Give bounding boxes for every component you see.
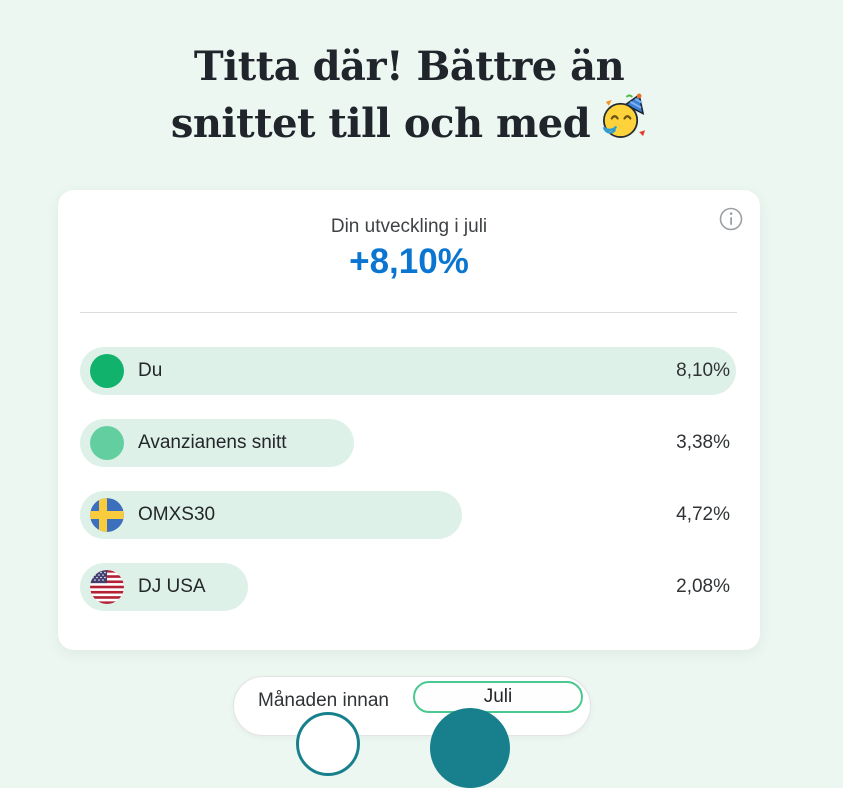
row-label: DJ USA: [138, 576, 206, 597]
row-value: 2,08%: [676, 576, 730, 597]
info-icon[interactable]: [718, 206, 744, 232]
decor-circle-filled: [430, 708, 510, 788]
performance-value: +8,10%: [349, 242, 469, 281]
decor-circle-outline: [296, 712, 360, 776]
row-value: 4,72%: [676, 504, 730, 525]
page-title-line2: snittet till och med: [170, 99, 591, 147]
row-label: Avanzianens snitt: [138, 432, 287, 453]
table-row: DJ USA 2,08%: [80, 563, 736, 611]
toggle-previous-month[interactable]: Månaden innan: [234, 684, 413, 718]
row-bar: [80, 419, 354, 467]
sweden-flag-icon: [90, 498, 124, 532]
table-row: OMXS30 4,72%: [80, 491, 736, 539]
month-toggle: Månaden innan Juli: [233, 676, 591, 736]
divider: [80, 312, 737, 313]
page-title-line1: Titta där! Bättre än: [193, 43, 625, 90]
row-value: 3,38%: [676, 432, 730, 453]
performance-card: Din utveckling i juli +8,10% Du 8,10%: [58, 190, 760, 650]
row-label: Du: [138, 360, 163, 381]
row-value: 8,10%: [676, 360, 730, 381]
row-bar: [80, 491, 463, 539]
comparison-list: Du 8,10% Avanzianens snitt 3,38%: [80, 347, 736, 635]
table-row: Du 8,10%: [80, 347, 736, 395]
row-label: OMXS30: [138, 504, 216, 525]
page-title: Titta där! Bättre än snittet till och me…: [0, 40, 818, 153]
usa-flag-icon: [90, 570, 124, 604]
table-row: Avanzianens snitt 3,38%: [80, 419, 736, 467]
toggle-juli[interactable]: Juli: [413, 681, 583, 713]
row-bar: [80, 347, 736, 395]
card-subtitle: Din utveckling i juli: [330, 216, 488, 237]
green-dot-icon: [90, 354, 124, 388]
light-green-dot-icon: [90, 426, 124, 460]
party-face-emoji: [600, 93, 647, 153]
screen: Titta där! Bättre än snittet till och me…: [0, 40, 818, 788]
